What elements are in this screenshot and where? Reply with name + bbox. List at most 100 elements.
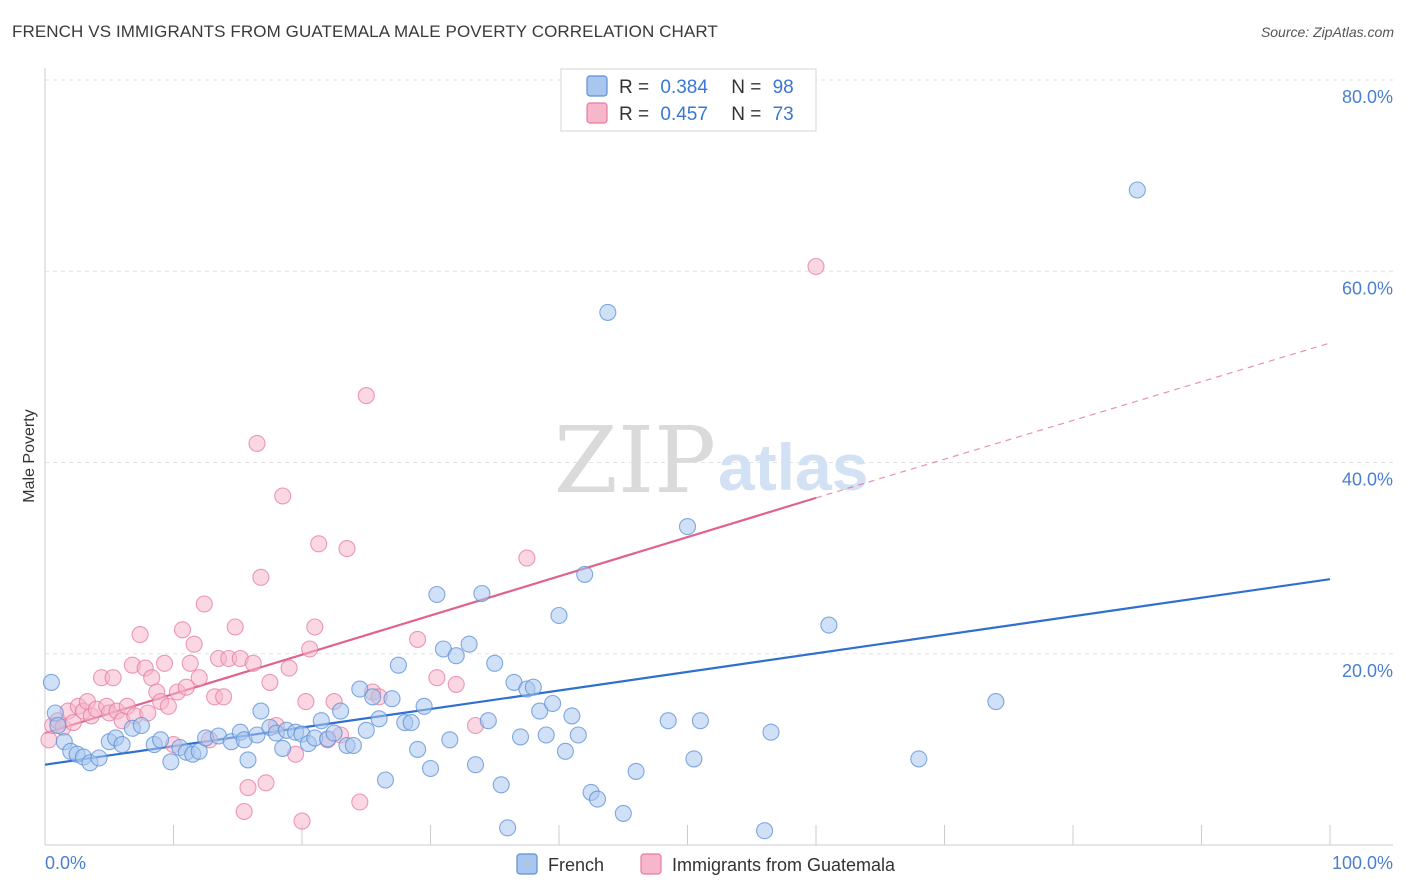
- guatemala-point-32: [181, 654, 199, 672]
- legend-swatch-guatemala: [640, 853, 662, 875]
- guatemala-point-14: [104, 669, 122, 687]
- guatemala-point-49: [261, 673, 279, 691]
- french-point-16: [162, 753, 180, 771]
- french-point-8: [90, 749, 108, 767]
- guatemala-point-67: [409, 630, 427, 648]
- watermark-zip: ZIP: [554, 407, 716, 514]
- french-point-92: [1128, 181, 1146, 199]
- french-point-52: [409, 740, 427, 758]
- guatemala-point-58: [310, 535, 328, 553]
- trend-line-guatemala-extension: [815, 342, 1331, 499]
- french-point-53: [415, 697, 433, 715]
- french-point-2: [49, 716, 67, 735]
- french-point-63: [486, 654, 504, 672]
- guatemala-point-35: [195, 595, 213, 613]
- stats-n-value-french: 98: [773, 77, 794, 98]
- french-point-40: [332, 702, 350, 720]
- french-point-31: [274, 739, 292, 757]
- guatemala-point-63: [351, 793, 369, 811]
- legend-label-guatemala: Immigrants from Guatemala: [672, 855, 896, 875]
- french-point-77: [576, 565, 594, 583]
- guatemala-point-41: [226, 618, 244, 636]
- french-point-59: [460, 635, 478, 653]
- guatemala-point-68: [428, 669, 446, 687]
- svg-text:R = 0.457 N =: R = 0.457 N = 73: [619, 104, 794, 125]
- y-tick-label-3: 80.0%: [1342, 87, 1393, 107]
- french-point-84: [678, 518, 697, 536]
- guatemala-point-57: [306, 618, 324, 636]
- french-point-67: [511, 728, 530, 746]
- svg-text:R = 0.384 N =: R = 0.384 N = 98: [619, 77, 794, 98]
- guatemala-point-62: [338, 540, 356, 558]
- guatemala-point-71: [518, 549, 536, 567]
- french-point-39: [325, 724, 343, 742]
- guatemala-point-72: [807, 257, 825, 276]
- french-point-51: [402, 714, 420, 732]
- guatemala-point-26: [155, 654, 174, 672]
- legend-swatch-french: [516, 853, 538, 875]
- guatemala-point-23: [143, 669, 161, 687]
- french-point-27: [248, 726, 266, 744]
- legend-label-french: French: [548, 855, 604, 875]
- french-point-71: [537, 726, 555, 744]
- french-point-43: [351, 680, 369, 698]
- y-axis-label: Male Poverty: [21, 409, 38, 502]
- guatemala-point-56: [301, 640, 319, 658]
- guatemala-point-43: [235, 802, 253, 821]
- french-point-86: [691, 712, 709, 730]
- x-tick-marks: [44, 825, 1331, 845]
- guatemala-point-47: [252, 568, 270, 586]
- french-point-89: [820, 616, 838, 634]
- french-point-46: [370, 710, 388, 728]
- guatemala-point-31: [177, 678, 195, 696]
- guatemala-point-20: [131, 626, 149, 644]
- french-point-62: [479, 712, 497, 730]
- x-tick-labels: 0.0% 100.0%: [45, 853, 1393, 873]
- stats-legend: R = 0.384 N = 98 R = 0.457 N = 73: [560, 68, 817, 132]
- french-point-61: [473, 584, 491, 603]
- guatemala-point-46: [248, 434, 266, 452]
- french-point-90: [910, 750, 928, 768]
- watermark-atlas: atlas: [718, 430, 868, 504]
- x-tick-label-0: 0.0%: [45, 853, 86, 873]
- guatemala-point-55: [297, 693, 315, 711]
- french-point-57: [441, 731, 459, 749]
- french-point-44: [357, 721, 375, 739]
- french-point-55: [428, 585, 446, 604]
- stats-r-value-french: 0.384: [660, 77, 708, 98]
- french-point-73: [550, 606, 568, 625]
- french-point-65: [499, 819, 517, 837]
- french-point-83: [659, 712, 677, 730]
- guatemala-point-45: [244, 654, 262, 672]
- french-point-60: [466, 756, 485, 774]
- guatemala-point-33: [185, 635, 203, 653]
- french-point-85: [685, 750, 703, 768]
- stats-n-label-guatemala: N =: [731, 104, 761, 125]
- french-point-58: [447, 647, 465, 665]
- guatemala-point-69: [447, 675, 465, 693]
- french-point-49: [389, 656, 407, 674]
- guatemala-point-39: [215, 688, 233, 706]
- guatemala-point-52: [280, 659, 298, 677]
- french-point-87: [756, 822, 774, 840]
- french-point-70: [531, 702, 549, 720]
- guatemala-point-0: [40, 731, 58, 749]
- y-tick-label-1: 40.0%: [1342, 470, 1393, 490]
- stats-legend-swatch-guatemala: [586, 102, 608, 124]
- source-credit: Source: ZipAtlas.com: [1260, 24, 1394, 40]
- french-point-81: [614, 804, 632, 822]
- y-tick-labels: 20.0% 40.0% 60.0% 80.0%: [1342, 87, 1393, 681]
- stats-r-label-guatemala: R =: [619, 104, 649, 125]
- x-tick-label-1: 100.0%: [1332, 853, 1393, 873]
- stats-r-label-french: R =: [619, 77, 649, 98]
- french-point-69: [524, 678, 542, 696]
- french-point-26: [239, 751, 257, 769]
- french-point-54: [421, 759, 440, 778]
- stats-n-label-french: N =: [731, 77, 761, 98]
- y-tick-label-2: 60.0%: [1342, 278, 1393, 298]
- french-point-37: [312, 712, 330, 730]
- stats-legend-swatch-french: [586, 75, 608, 97]
- french-point-76: [569, 726, 587, 744]
- scatter-points: [40, 181, 1146, 840]
